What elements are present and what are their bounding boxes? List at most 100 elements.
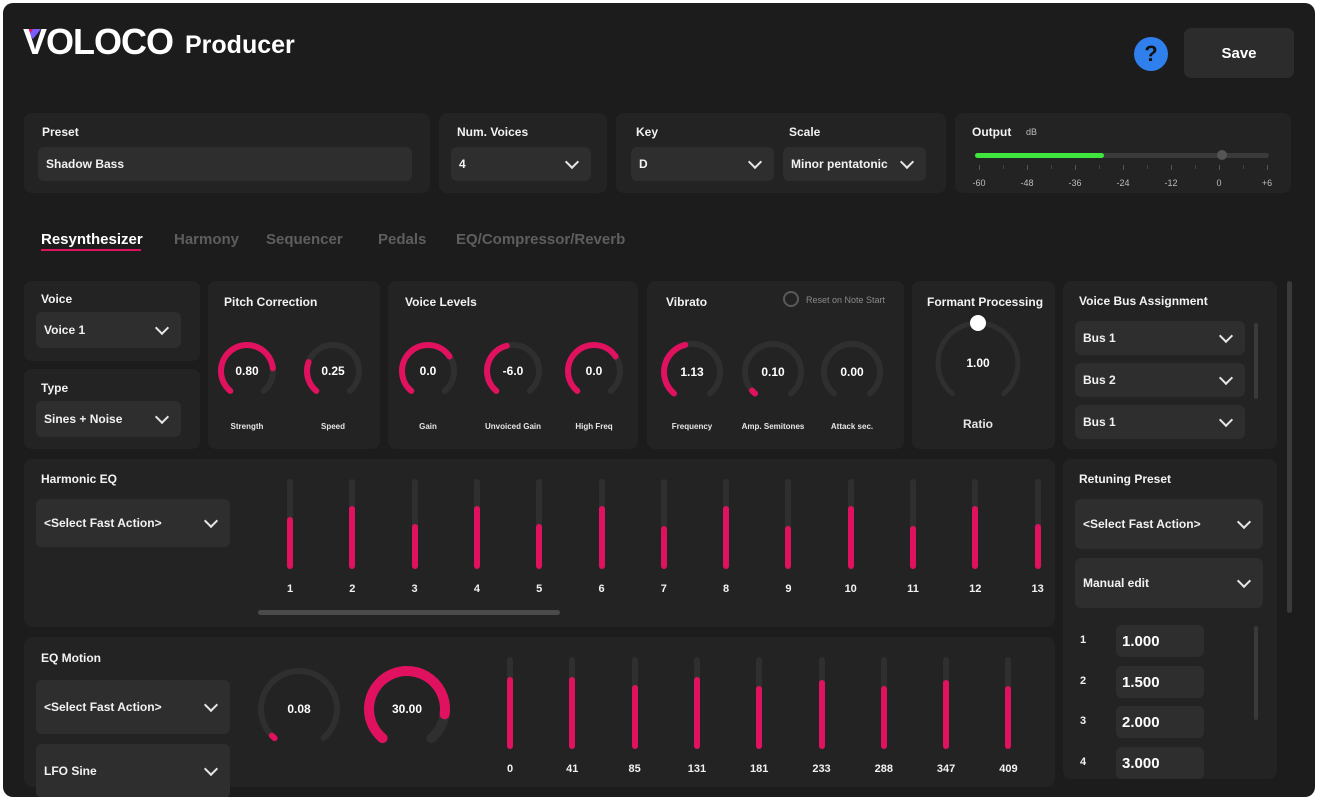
harmonic-eq-band-slider[interactable] xyxy=(287,479,293,569)
harmonic-eq-band-label: 6 xyxy=(598,583,605,595)
harmonic-eq-band-slider[interactable] xyxy=(785,479,792,569)
retuning-mode-select[interactable]: Manual edit xyxy=(1075,558,1263,608)
save-button-label: Save xyxy=(1221,44,1257,62)
harmonic-eq-band-slider[interactable] xyxy=(847,479,854,569)
ratio-input-2[interactable]: 1.500 xyxy=(1116,666,1204,698)
harmonic-eq-band-slider[interactable] xyxy=(723,479,730,569)
voice-bus-card: Voice Bus Assignment Bus 1 Bus 2 Bus 1 xyxy=(1063,281,1277,449)
voice-level-knob-2-value: -6.0 xyxy=(502,364,524,378)
eq-motion-band-label: 41 xyxy=(566,763,579,775)
voice-bus-select-1[interactable]: Bus 1 xyxy=(1075,321,1245,355)
output-tick-label: -60 xyxy=(972,178,986,188)
harmonic-eq-band-label: 13 xyxy=(1031,583,1044,595)
vibrato-knob-3-caption: Attack sec. xyxy=(830,422,874,431)
lfo-shape-select[interactable]: LFO Sine xyxy=(36,744,230,797)
harmonic-eq-band-slider-level xyxy=(536,524,543,569)
eq-motion-action-select[interactable]: <Select Fast Action> xyxy=(36,680,230,734)
output-slider-thumb[interactable] xyxy=(1216,150,1227,160)
ratio-index: 3 xyxy=(1080,715,1087,727)
eq-motion-band-label: 0 xyxy=(506,763,514,775)
harmonic-eq-band-slider[interactable] xyxy=(411,479,418,569)
output-tick-label: -36 xyxy=(1068,178,1082,188)
type-select[interactable]: Sines + Noise xyxy=(36,401,181,437)
harmonic-eq-band-slider[interactable] xyxy=(660,479,667,569)
reset-on-note-start-radio[interactable] xyxy=(783,291,799,307)
ratio-input-1[interactable]: 1.000 xyxy=(1116,625,1204,657)
harmonic-eq-band-slider-level xyxy=(287,516,293,569)
harmonic-eq-band-slider[interactable] xyxy=(349,479,356,569)
harmonic-eq-band-slider[interactable] xyxy=(473,479,480,569)
scale-select[interactable]: Minor pentatonic xyxy=(783,147,926,181)
output-tick-label: -48 xyxy=(1020,178,1034,188)
retuning-action-select[interactable]: <Select Fast Action> xyxy=(1075,499,1263,549)
output-tick xyxy=(1123,165,1124,170)
eq-motion-band-slider-level xyxy=(507,677,513,749)
eq-motion-band-slider[interactable] xyxy=(756,657,763,749)
output-scale: -60 -48 -36 -24 -12 0 +6 xyxy=(972,165,1272,195)
logo-mark-icon xyxy=(25,29,41,39)
voice-level-knob-1-value: 0.0 xyxy=(419,364,437,378)
ratio-input-3[interactable]: 2.000 xyxy=(1116,706,1204,738)
pitch-knob-strength-value: 0.80 xyxy=(235,364,259,378)
eq-motion-band-slider[interactable] xyxy=(507,657,513,749)
output-tick-label: -24 xyxy=(1116,178,1130,188)
eq-motion-band-slider[interactable] xyxy=(569,657,576,749)
harmonic-eq-band-slider[interactable] xyxy=(910,479,916,569)
tab-sequencer[interactable]: Sequencer xyxy=(266,231,343,248)
voices-card: Num. Voices 4 xyxy=(439,113,607,193)
eq-motion-bands: 0 41 85 131 181 233 288 347 409 xyxy=(24,637,1055,787)
retuning-ratio-scrollbar[interactable] xyxy=(1254,626,1258,720)
harmonic-eq-band-slider[interactable] xyxy=(1034,479,1041,569)
eq-motion-band-slider[interactable] xyxy=(1005,657,1012,749)
voice-select[interactable]: Voice 1 xyxy=(36,312,181,348)
tab-eq-compressor-reverb[interactable]: EQ/Compressor/Reverb xyxy=(456,231,626,248)
harmonic-eq-band-slider[interactable] xyxy=(972,479,979,569)
eq-motion-band-slider-level xyxy=(818,680,825,749)
voice-level-knob-2-caption: Unvoiced Gain xyxy=(484,422,542,431)
chevron-down-icon xyxy=(747,154,763,170)
tab-harmony[interactable]: Harmony xyxy=(174,231,240,248)
eq-motion-band-slider[interactable] xyxy=(880,657,887,749)
vibrato-knob-2-value: 0.10 xyxy=(761,365,785,379)
voices-select[interactable]: 4 xyxy=(451,147,591,181)
eq-motion-band-slider-level xyxy=(1005,686,1012,749)
eq-motion-band-slider[interactable] xyxy=(693,657,700,749)
harmonic-eq-action-select[interactable]: <Select Fast Action> xyxy=(36,499,230,547)
chevron-down-icon xyxy=(154,409,170,425)
voice-bus-title: Voice Bus Assignment xyxy=(1079,294,1208,308)
eq-motion-band-slider-level xyxy=(693,677,700,749)
harmonic-eq-band-label: 7 xyxy=(660,583,667,595)
chevron-down-icon xyxy=(899,154,915,170)
preset-field[interactable]: Shadow Bass xyxy=(38,147,412,181)
ratio-input-4[interactable]: 3.000 xyxy=(1116,747,1204,779)
harmonic-eq-band-label: 4 xyxy=(473,583,480,595)
output-label: Output xyxy=(972,125,1012,139)
eq-motion-band-label: 409 xyxy=(999,763,1018,775)
help-button[interactable]: ? xyxy=(1134,37,1168,71)
save-button[interactable]: Save xyxy=(1184,28,1294,78)
voices-value: 4 xyxy=(459,157,466,171)
main-scrollbar[interactable] xyxy=(1287,281,1292,613)
key-select[interactable]: D xyxy=(631,147,774,181)
harmonic-eq-band-slider[interactable] xyxy=(598,479,605,569)
harmonic-eq-band-slider-level xyxy=(910,525,916,569)
eq-motion-band-slider[interactable] xyxy=(631,657,638,749)
voice-bus-scrollbar[interactable] xyxy=(1254,323,1258,399)
harmonic-eq-band-slider-level xyxy=(972,506,979,569)
output-tick-label: -12 xyxy=(1164,178,1178,188)
tab-resynthesizer[interactable]: Resynthesizer xyxy=(41,231,143,248)
eq-motion-band-slider[interactable] xyxy=(818,657,825,749)
tab-pedals[interactable]: Pedals xyxy=(378,231,427,248)
output-minor-tick xyxy=(1099,165,1100,169)
formant-ratio-caption: Ratio xyxy=(963,417,993,431)
output-tick xyxy=(1267,165,1268,170)
eq-motion-knob-2-value: 30.00 xyxy=(391,702,423,716)
harmonic-eq-scrollbar[interactable] xyxy=(258,610,560,615)
harmonic-eq-band-slider[interactable] xyxy=(536,479,543,569)
harmonic-eq-band-slider-level xyxy=(349,506,356,569)
voice-bus-select-3[interactable]: Bus 1 xyxy=(1075,405,1245,439)
harmonic-eq-bands: 1 2 3 4 5 6 7 8 9 10 11 12 13 xyxy=(24,459,1055,627)
voice-bus-select-2[interactable]: Bus 2 xyxy=(1075,363,1245,397)
voice-bus-value: Bus 2 xyxy=(1083,373,1116,387)
eq-motion-band-slider[interactable] xyxy=(943,657,950,749)
